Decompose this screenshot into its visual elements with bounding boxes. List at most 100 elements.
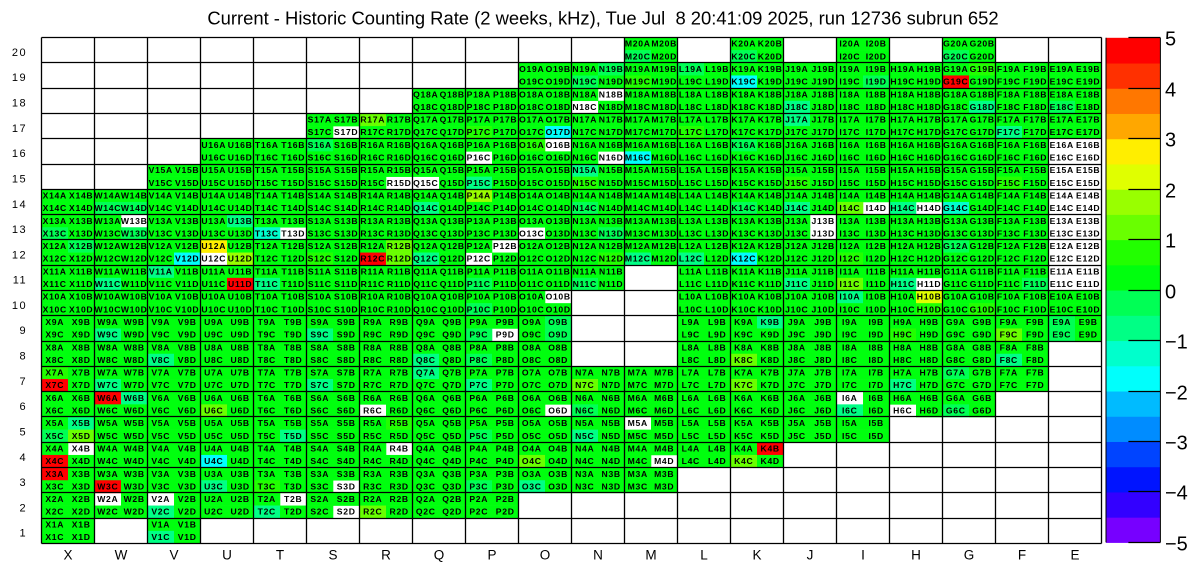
svg-text:G8C: G8C [946,355,966,365]
svg-text:N14D: N14D [599,203,624,213]
svg-text:G19A: G19A [943,64,968,74]
svg-text:F8A: F8A [1000,342,1018,352]
svg-text:E14D: E14D [1076,203,1100,213]
svg-text:P12A: P12A [467,241,491,251]
svg-text:F17B: F17B [1023,115,1047,125]
svg-text:L4C: L4C [682,456,700,466]
svg-text:I14D: I14D [866,203,887,213]
svg-text:X6A: X6A [45,393,64,403]
svg-text:V13D: V13D [175,228,199,238]
svg-text:P10C: P10C [467,304,491,314]
svg-text:P9B: P9B [496,317,515,327]
svg-text:J12D: J12D [812,254,835,264]
svg-text:N19C: N19C [572,77,597,87]
svg-text:G15D: G15D [970,178,995,188]
svg-text:R14C: R14C [360,203,385,213]
svg-text:V10A: V10A [149,292,173,302]
svg-text:N5C: N5C [575,431,594,441]
svg-text:K18D: K18D [758,102,783,112]
svg-text:T11D: T11D [282,279,305,289]
svg-text:X7C: X7C [45,380,64,390]
svg-text:I14B: I14B [866,191,887,201]
svg-text:J13A: J13A [785,216,808,226]
svg-text:M15C: M15C [625,178,651,188]
svg-text:I17A: I17A [839,115,860,125]
svg-text:O14A: O14A [519,191,544,201]
svg-text:5: 5 [1165,29,1176,51]
svg-text:P7D: P7D [496,380,515,390]
svg-text:M18A: M18A [625,89,651,99]
svg-text:L18A: L18A [679,89,703,99]
svg-text:J15D: J15D [812,178,835,188]
svg-text:M16C: M16C [625,153,651,163]
svg-text:P12D: P12D [493,254,517,264]
svg-text:V3B: V3B [178,469,197,479]
svg-text:W11D: W11D [121,279,147,289]
svg-text:E10B: E10B [1076,292,1100,302]
svg-text:M12A: M12A [625,241,651,251]
svg-text:O19B: O19B [546,64,571,74]
svg-text:O19C: O19C [519,77,544,87]
svg-text:K7B: K7B [761,368,780,378]
svg-text:U2D: U2D [231,507,250,517]
svg-text:X9C: X9C [45,330,64,340]
svg-text:Q10C: Q10C [413,304,438,314]
svg-text:J8A: J8A [788,342,806,352]
svg-text:S15C: S15C [308,178,332,188]
svg-text:W10A: W10A [94,292,121,302]
svg-text:T3C: T3C [258,481,276,491]
svg-text:E15A: E15A [1050,165,1074,175]
svg-text:H15D: H15D [917,178,942,188]
svg-text:L14B: L14B [705,191,729,201]
svg-text:N12D: N12D [599,254,624,264]
svg-text:T6C: T6C [258,406,276,416]
svg-text:K18B: K18B [758,89,783,99]
svg-text:I11A: I11A [840,266,860,276]
svg-text:V7C: V7C [151,380,170,390]
svg-text:V5D: V5D [178,431,197,441]
svg-text:R15A: R15A [360,165,385,175]
svg-text:K6A: K6A [734,393,753,403]
svg-text:I10A: I10A [839,292,860,302]
svg-text:S12C: S12C [308,254,332,264]
svg-text:G6B: G6B [972,393,992,403]
svg-text:Q12A: Q12A [413,241,438,251]
svg-text:F14B: F14B [1023,191,1047,201]
svg-text:Q11B: Q11B [440,266,465,276]
svg-text:X1D: X1D [72,532,91,542]
svg-text:N5A: N5A [575,418,594,428]
svg-text:R11C: R11C [361,279,385,289]
svg-text:U10A: U10A [201,292,226,302]
svg-text:R14B: R14B [387,191,412,201]
svg-text:U5D: U5D [231,431,250,441]
svg-text:K7C: K7C [734,380,753,390]
svg-text:G17B: G17B [970,115,995,125]
svg-text:R13A: R13A [360,216,385,226]
svg-text:P4A: P4A [469,444,488,454]
svg-text:O14D: O14D [546,203,571,213]
svg-text:M12C: M12C [625,254,651,264]
svg-text:V9D: V9D [178,330,197,340]
svg-text:E11D: E11D [1076,279,1100,289]
svg-text:I8D: I8D [868,355,883,365]
svg-text:I9D: I9D [868,330,883,340]
svg-text:I12B: I12B [866,241,887,251]
svg-text:R5C: R5C [363,431,382,441]
svg-text:F10C: F10C [997,304,1021,314]
svg-text:T5C: T5C [258,431,276,441]
svg-text:W14D: W14D [121,203,148,213]
svg-text:K5C: K5C [734,431,753,441]
svg-text:N11D: N11D [599,279,623,289]
svg-text:N3C: N3C [575,481,594,491]
svg-text:O14B: O14B [546,191,571,201]
svg-text:Q12B: Q12B [440,241,465,251]
svg-text:G18C: G18C [943,102,968,112]
svg-text:K4A: K4A [734,444,753,454]
svg-text:U9C: U9C [204,330,223,340]
svg-text:P3C: P3C [469,481,488,491]
svg-text:H8A: H8A [893,342,912,352]
svg-text:T9B: T9B [284,317,302,327]
svg-text:T16A: T16A [255,140,279,150]
svg-text:L4D: L4D [708,456,726,466]
svg-text:J7D: J7D [814,380,832,390]
